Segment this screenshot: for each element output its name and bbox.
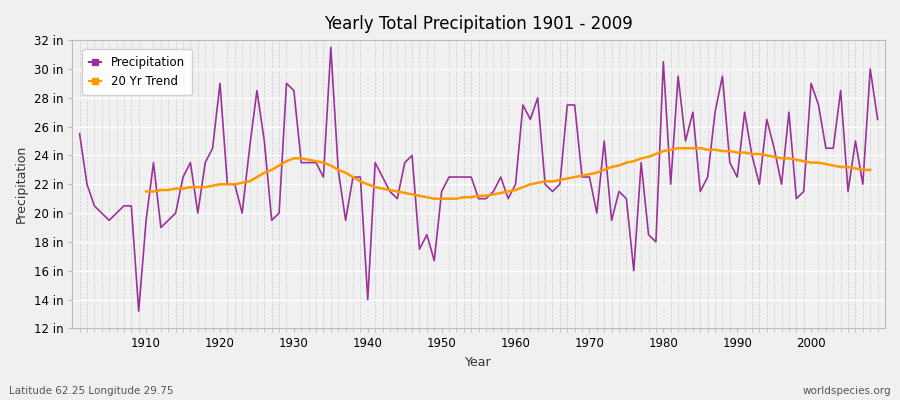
Precipitation <box>355 175 365 180</box>
Title: Yearly Total Precipitation 1901 - 2009: Yearly Total Precipitation 1901 - 2009 <box>324 15 633 33</box>
Precipitation <box>133 309 144 314</box>
20 Yr Trend <box>363 182 374 187</box>
20 Yr Trend <box>532 180 543 185</box>
Precipitation <box>614 189 625 194</box>
Line: 20 Yr Trend: 20 Yr Trend <box>146 148 870 199</box>
20 Yr Trend <box>429 196 440 201</box>
Y-axis label: Precipitation: Precipitation <box>15 145 28 223</box>
20 Yr Trend <box>140 189 151 194</box>
X-axis label: Year: Year <box>465 356 492 369</box>
Precipitation <box>872 117 883 122</box>
20 Yr Trend <box>310 159 321 164</box>
Text: Latitude 62.25 Longitude 29.75: Latitude 62.25 Longitude 29.75 <box>9 386 174 396</box>
Precipitation <box>525 117 535 122</box>
20 Yr Trend <box>333 168 344 172</box>
Precipitation <box>140 218 151 223</box>
20 Yr Trend <box>672 146 683 151</box>
Text: worldspecies.org: worldspecies.org <box>803 386 891 396</box>
Line: Precipitation: Precipitation <box>79 47 878 311</box>
20 Yr Trend <box>724 149 735 154</box>
Precipitation <box>74 132 85 136</box>
Legend: Precipitation, 20 Yr Trend: Precipitation, 20 Yr Trend <box>82 49 192 95</box>
20 Yr Trend <box>510 188 521 192</box>
Precipitation <box>326 45 337 50</box>
Precipitation <box>303 160 314 165</box>
Precipitation <box>518 102 528 107</box>
20 Yr Trend <box>865 168 876 172</box>
